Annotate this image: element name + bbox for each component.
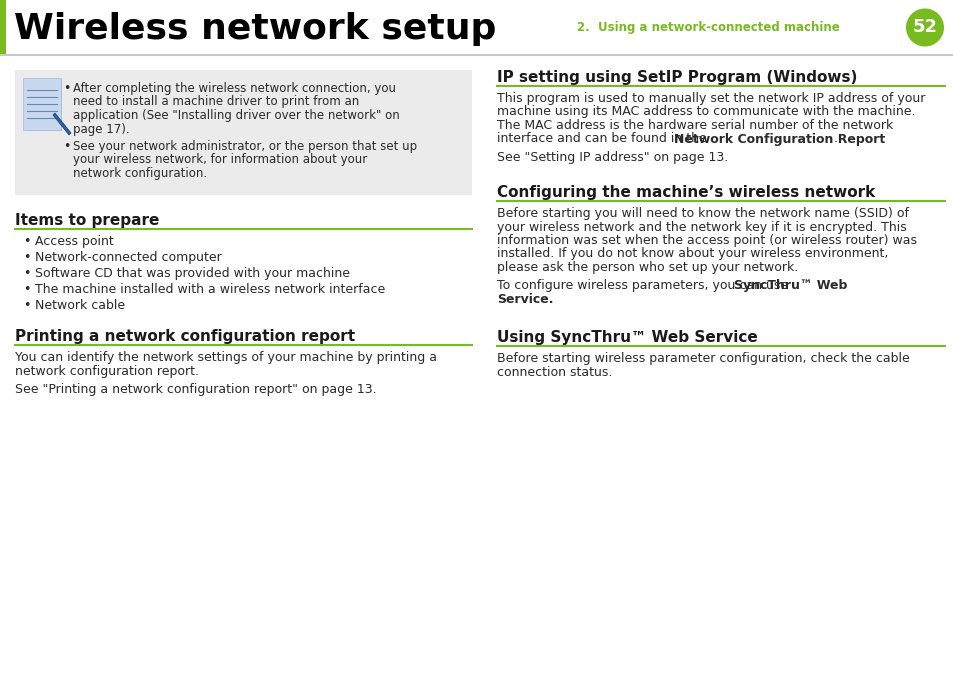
Text: page 17).: page 17).: [73, 122, 130, 136]
FancyBboxPatch shape: [15, 70, 472, 195]
FancyBboxPatch shape: [0, 0, 6, 55]
Text: The machine installed with a wireless network interface: The machine installed with a wireless ne…: [35, 283, 385, 296]
Text: •: •: [23, 251, 30, 264]
Text: SyncThru™ Web: SyncThru™ Web: [733, 279, 846, 292]
Text: Network Configuration Report: Network Configuration Report: [673, 132, 884, 146]
Text: To configure wireless parameters, you can use: To configure wireless parameters, you ca…: [497, 279, 791, 292]
Circle shape: [905, 9, 943, 47]
Text: your wireless network and the network key if it is encrypted. This: your wireless network and the network ke…: [497, 221, 905, 234]
Text: •: •: [23, 299, 30, 312]
Text: interface and can be found in the: interface and can be found in the: [497, 132, 710, 146]
Text: •: •: [63, 140, 71, 153]
Text: network configuration.: network configuration.: [73, 167, 207, 180]
FancyBboxPatch shape: [0, 0, 953, 55]
Text: •: •: [63, 82, 71, 95]
Text: •: •: [23, 283, 30, 296]
Text: After completing the wireless network connection, you: After completing the wireless network co…: [73, 82, 395, 95]
Text: Service.: Service.: [497, 293, 553, 306]
Text: See your network administrator, or the person that set up: See your network administrator, or the p…: [73, 140, 416, 153]
Text: machine using its MAC address to communicate with the machine.: machine using its MAC address to communi…: [497, 105, 915, 119]
Text: Access point: Access point: [35, 235, 113, 248]
Text: This program is used to manually set the network IP address of your: This program is used to manually set the…: [497, 92, 924, 105]
Text: Network-connected computer: Network-connected computer: [35, 251, 221, 264]
Text: •: •: [23, 235, 30, 248]
Text: Before starting wireless parameter configuration, check the cable: Before starting wireless parameter confi…: [497, 352, 909, 365]
Text: .: .: [833, 132, 837, 146]
Text: Using SyncThru™ Web Service: Using SyncThru™ Web Service: [497, 330, 757, 345]
Polygon shape: [53, 113, 71, 135]
Text: connection status.: connection status.: [497, 365, 612, 379]
Text: Configuring the machine’s wireless network: Configuring the machine’s wireless netwo…: [497, 185, 874, 200]
FancyBboxPatch shape: [23, 78, 61, 130]
FancyBboxPatch shape: [26, 81, 61, 130]
Text: Printing a network configuration report: Printing a network configuration report: [15, 329, 355, 344]
Text: 52: 52: [911, 18, 937, 36]
Text: The MAC address is the hardware serial number of the network: The MAC address is the hardware serial n…: [497, 119, 892, 132]
Text: application (See "Installing driver over the network" on: application (See "Installing driver over…: [73, 109, 399, 122]
Text: your wireless network, for information about your: your wireless network, for information a…: [73, 153, 367, 167]
FancyBboxPatch shape: [29, 84, 61, 130]
Text: need to install a machine driver to print from an: need to install a machine driver to prin…: [73, 95, 359, 109]
Text: See "Printing a network configuration report" on page 13.: See "Printing a network configuration re…: [15, 383, 376, 396]
Text: Before starting you will need to know the network name (SSID) of: Before starting you will need to know th…: [497, 207, 908, 220]
Text: You can identify the network settings of your machine by printing a: You can identify the network settings of…: [15, 351, 436, 364]
Text: network configuration report.: network configuration report.: [15, 364, 199, 377]
Text: Network cable: Network cable: [35, 299, 125, 312]
Text: •: •: [23, 267, 30, 280]
Text: installed. If you do not know about your wireless environment,: installed. If you do not know about your…: [497, 248, 887, 261]
Text: Software CD that was provided with your machine: Software CD that was provided with your …: [35, 267, 350, 280]
Text: Wireless network setup: Wireless network setup: [14, 13, 496, 47]
Text: 2.  Using a network-connected machine: 2. Using a network-connected machine: [577, 21, 840, 34]
Text: information was set when the access point (or wireless router) was: information was set when the access poin…: [497, 234, 916, 247]
Text: See "Setting IP address" on page 13.: See "Setting IP address" on page 13.: [497, 151, 727, 164]
Text: IP setting using SetIP Program (Windows): IP setting using SetIP Program (Windows): [497, 70, 857, 85]
Text: Items to prepare: Items to prepare: [15, 213, 159, 228]
Text: please ask the person who set up your network.: please ask the person who set up your ne…: [497, 261, 798, 274]
